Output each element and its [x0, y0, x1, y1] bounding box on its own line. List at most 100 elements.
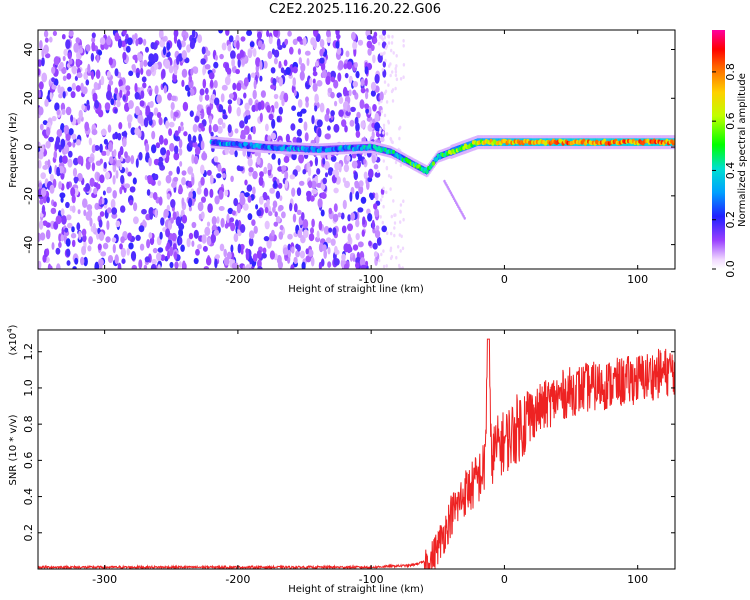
heatmap-cell — [309, 77, 313, 86]
heatmap-cell — [162, 46, 167, 56]
heatmap-cell — [376, 169, 380, 174]
heatmap-cell — [363, 171, 368, 180]
heatmap-cell — [252, 125, 256, 135]
heatmap-cell — [399, 220, 402, 224]
heatmap-cell — [401, 266, 404, 269]
heatmap-cell — [91, 32, 96, 39]
heatmap-cell — [273, 93, 279, 100]
heatmap-cell — [315, 60, 320, 67]
heatmap-cell — [278, 231, 284, 240]
heatmap-cell — [234, 150, 238, 158]
heatmap-cell — [129, 199, 134, 206]
heatmap-cell — [438, 155, 442, 160]
heatmap-cell — [61, 34, 66, 40]
heatmap-cell — [191, 240, 195, 247]
snr-panel: -300 -200 -100 0 100 0.2 0.4 0.6 0.8 1.0 1.2 Heig… — [6, 324, 676, 595]
heatmap-cell — [67, 158, 73, 168]
heatmap-cell — [124, 183, 131, 189]
heatmap-cell — [194, 115, 200, 123]
heatmap-cell — [209, 79, 214, 89]
heatmap-cell — [85, 183, 91, 192]
heatmap-cell — [297, 48, 301, 55]
heatmap-cell — [390, 231, 393, 236]
heatmap-cell — [63, 48, 68, 57]
heatmap-cell — [355, 191, 360, 200]
heatmap-cell — [263, 60, 268, 69]
heatmap-cell — [190, 68, 194, 76]
heatmap-cell — [118, 122, 123, 130]
heatmap-cell — [85, 44, 91, 52]
heatmap-cell — [316, 119, 323, 128]
heatmap-cell — [278, 106, 283, 115]
heatmap-cell — [152, 247, 158, 254]
heatmap-cell — [62, 155, 68, 164]
heatmap-cell — [304, 50, 311, 56]
heatmap-cell — [75, 85, 81, 92]
heatmap-cell — [316, 182, 323, 188]
heatmap-cell — [274, 211, 278, 218]
heatmap-cell — [245, 251, 250, 261]
heatmap-cell — [91, 129, 98, 136]
heatmap-cell — [330, 110, 335, 117]
heatmap-cell — [355, 70, 360, 79]
heatmap-cell — [134, 127, 140, 136]
heatmap-cell — [147, 60, 153, 67]
heatmap-cell — [145, 105, 151, 116]
heatmap-cell — [219, 243, 225, 252]
heatmap-cell — [349, 119, 355, 127]
heatmap-cell — [250, 72, 256, 78]
heatmap-cell — [98, 258, 104, 266]
heatmap-cell — [117, 132, 122, 141]
heatmap-cell — [158, 30, 164, 39]
heatmap-cell — [66, 260, 71, 266]
heatmap-cell — [312, 82, 318, 92]
colorbar-tick-label: 0.2 — [724, 211, 737, 229]
heatmap-cell — [45, 53, 51, 59]
heatmap-cell — [170, 217, 174, 224]
heatmap-cell — [118, 79, 123, 88]
heatmap-cell — [99, 143, 103, 153]
heatmap-cell — [86, 204, 93, 211]
heatmap-cell — [270, 67, 276, 74]
heatmap-cell — [96, 54, 100, 63]
heatmap-cell — [360, 264, 367, 269]
heatmap-cell — [38, 150, 44, 160]
heatmap-cell — [373, 203, 378, 210]
heatmap-cell — [349, 191, 353, 202]
heatmap-cell — [230, 175, 234, 182]
heatmap-cell — [244, 109, 251, 116]
heatmap-cell — [301, 261, 306, 269]
heatmap-cell — [56, 129, 63, 137]
heatmap-cell — [54, 139, 60, 150]
heatmap-cell — [322, 177, 328, 185]
heatmap-cell — [127, 171, 132, 177]
heatmap-cell — [297, 99, 303, 108]
heatmap-cell — [266, 30, 270, 37]
heatmap-cell — [248, 167, 254, 173]
heatmap-cell — [266, 199, 270, 207]
heatmap-cell — [39, 198, 44, 205]
heatmap-cell — [154, 208, 158, 218]
heatmap-cell — [191, 176, 195, 186]
y-tick-label: 40 — [22, 43, 35, 57]
heatmap-cell — [130, 155, 135, 165]
heatmap-cell — [303, 121, 308, 131]
heatmap-cell — [78, 230, 82, 240]
heatmap-cell — [361, 229, 365, 237]
heatmap-cell — [355, 130, 361, 138]
heatmap-cell — [132, 177, 137, 185]
heatmap-cell — [355, 219, 360, 228]
heatmap-cell — [287, 233, 293, 240]
heatmap-cell — [399, 163, 403, 167]
heatmap-cell — [307, 166, 312, 177]
heatmap-cell — [394, 86, 397, 91]
heatmap-cell — [126, 90, 131, 96]
heatmap-cell — [125, 45, 131, 53]
heatmap-cell — [148, 232, 153, 239]
heatmap-cell — [106, 90, 112, 101]
heatmap-cell — [158, 134, 164, 145]
heatmap-cell — [333, 187, 339, 194]
heatmap-cell — [257, 40, 263, 48]
heatmap-cell — [227, 104, 232, 114]
heatmap-cell — [372, 242, 378, 250]
